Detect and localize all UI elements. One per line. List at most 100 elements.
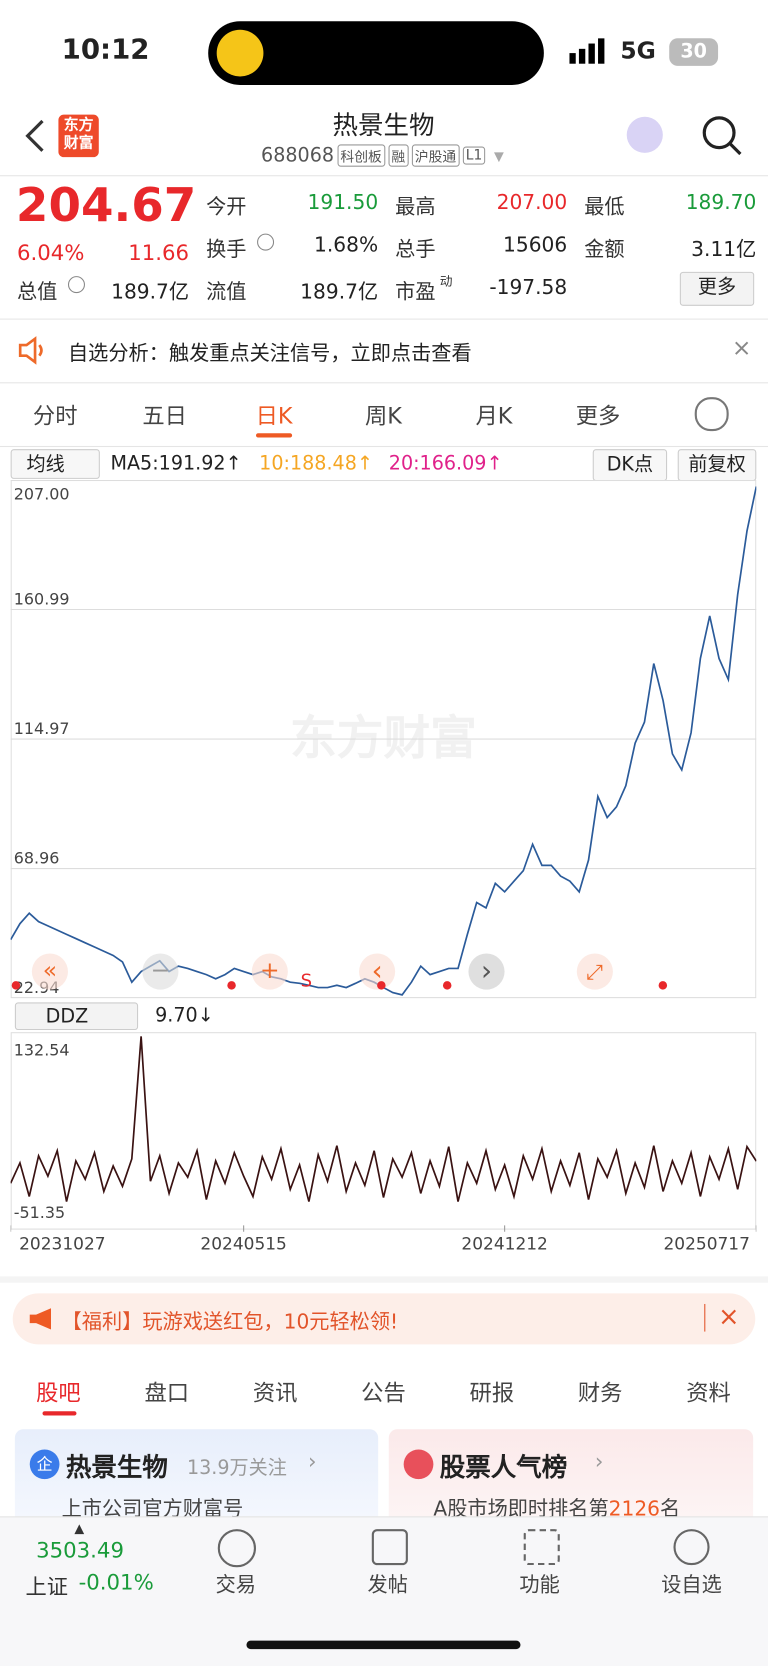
section-tab[interactable]: 研报 [469,1380,515,1406]
dk-button[interactable]: DK点 [592,449,668,482]
tab-underline [42,1411,77,1416]
chart-control[interactable]: ⤢ [576,953,613,990]
stat-label: 最低 [584,195,625,219]
stat-label: 流值 [206,280,247,304]
info-icon[interactable] [257,233,275,251]
search-button[interactable] [701,115,743,157]
banner-text[interactable]: 【福利】玩游戏送红包，10元轻松领! [61,1310,399,1334]
stat-label: 最高 [395,195,436,219]
index-value[interactable]: 3503.49 [36,1537,124,1564]
robot-button[interactable] [626,116,663,153]
chart-control[interactable]: › [468,953,505,990]
stat-value: 3.11亿 [691,237,757,262]
stock-name: 热景生物 [332,110,435,141]
indicator-selector[interactable]: DDZ [14,1002,139,1031]
speaker-icon [18,336,43,365]
period-tab[interactable]: 周K [364,403,402,429]
x-tick-label: 20231027 [19,1235,105,1255]
megaphone-icon [29,1308,51,1330]
dynamic-island [208,21,544,85]
chart-control[interactable]: ‹ [359,953,396,990]
logo: 东方 财富 [58,114,99,158]
ma-selector[interactable]: 均线 [10,449,100,479]
settings-button[interactable] [694,397,729,432]
section-tab[interactable]: 盘口 [144,1380,190,1406]
chart-control[interactable]: − [142,953,179,990]
signal-dot [658,981,668,990]
company-card[interactable] [14,1429,379,1525]
stat-value: 1.68% [314,233,379,257]
indicator-chart: 132.54 -51.35 20231027 20240515 20241212 2025… [10,1032,757,1255]
back-button[interactable] [23,119,46,153]
ma10-label: 10:188.48↑ [259,452,373,475]
nav-item[interactable]: 功能 [519,1573,560,1598]
tag: 科创板 [337,144,386,167]
series-line [10,1036,757,1202]
nav-item[interactable]: 设自选 [661,1573,722,1598]
tag: 融 [388,144,409,167]
stat-value: 207.00 [496,191,568,215]
logo-text: 东方 [63,116,94,134]
ma20-label: 20:166.09↑ [388,452,503,475]
card-desc: A股市场即时排名第 [433,1497,609,1521]
notice-text[interactable]: 自选分析：触发重点关注信号，立即点击查看 [67,341,472,366]
y-tick-label: 207.00 [14,484,70,503]
stat-label: 市盈 [395,280,436,304]
divider [0,445,768,448]
rank-card[interactable] [388,1429,754,1525]
chart-control[interactable]: « [31,953,68,990]
more-button[interactable]: 更多 [679,271,755,306]
section-tab[interactable]: 财务 [577,1380,623,1406]
nav-item[interactable]: 发帖 [367,1573,408,1598]
nav-icon [217,1529,256,1568]
period-tab[interactable]: 五日 [142,403,187,429]
stat-label: 总值 [16,280,58,304]
status-battery: 30 [669,38,719,66]
plot-frame [10,1032,757,1230]
info-icon[interactable] [67,276,85,294]
price: 204.67 [15,178,197,233]
banner-divider [704,1303,706,1332]
period-tab[interactable]: 月K [475,403,513,429]
card-icon [403,1449,434,1480]
section-tab-active[interactable]: 股吧 [36,1380,81,1406]
stat-label: 换手 [206,237,247,262]
section-tab[interactable]: 公告 [361,1380,406,1406]
adjust-button[interactable]: 前复权 [677,449,757,482]
ma5-label: MA5:191.92↑ [110,452,242,475]
nav-item[interactable]: 交易 [215,1573,257,1598]
section-tab[interactable]: 资讯 [252,1380,298,1406]
status-time: 10:12 [61,33,150,66]
index-change[interactable]: -0.01% [78,1569,154,1595]
nav-icon [523,1529,560,1566]
card-sub: 13.9万关注 [186,1456,287,1480]
card-icon: 企 [29,1449,60,1480]
indicator-value: 9.70↓ [155,1004,214,1027]
nav-icon [673,1529,710,1566]
notice-close[interactable]: × [731,335,752,363]
stat-value: 191.50 [307,191,379,215]
chevron: › [594,1448,604,1474]
period-tab[interactable]: 分时 [32,403,78,429]
stock-code: 688068 [261,144,335,167]
index-name[interactable]: 上证 [25,1573,68,1600]
signal-dot [377,981,386,990]
divider [0,382,768,384]
section-tab[interactable]: 资料 [686,1380,731,1406]
divider [0,318,768,320]
stock-code-row: 688068 科创板融沪股通 L1 ▼ [261,144,504,167]
chevron: › [308,1448,317,1474]
change-pct: 6.04% [16,239,85,266]
promo-banner[interactable] [12,1293,756,1345]
banner-close[interactable]: × [718,1301,740,1332]
period-tab[interactable]: 更多 [575,403,621,429]
signal-dot [227,981,236,990]
chart-control[interactable]: + [251,953,288,990]
app-icon [216,29,264,77]
stat-value: 189.7亿 [300,280,379,304]
nav-icon [371,1529,408,1566]
period-tab-active[interactable]: 日K [255,403,293,429]
signal-label: S [300,970,313,992]
